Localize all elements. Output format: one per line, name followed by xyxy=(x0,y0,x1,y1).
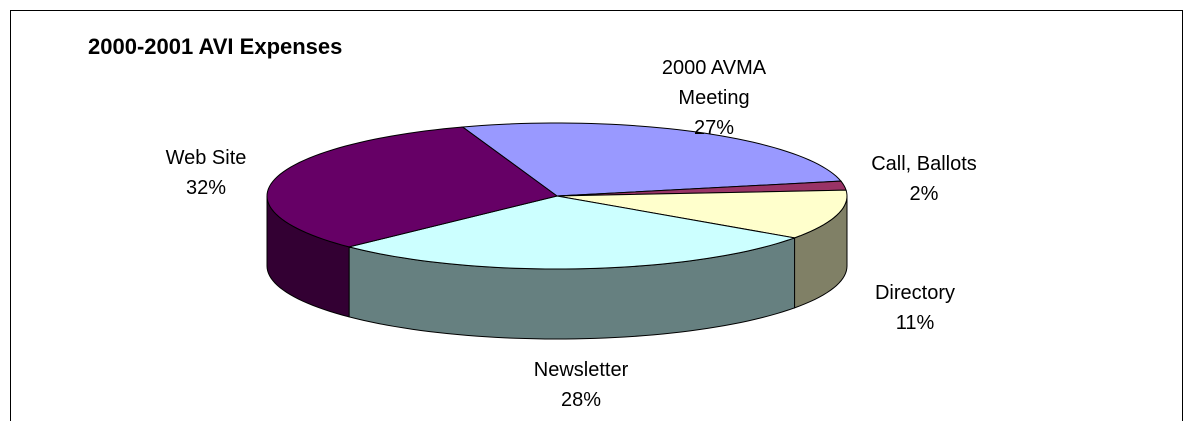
data-label: Call, Ballots 2% xyxy=(871,149,977,209)
value-label: 32% xyxy=(185,177,227,199)
slice xyxy=(266,126,559,248)
value-label: 11% xyxy=(895,312,935,334)
data-label: Newsletter 28% xyxy=(534,355,628,415)
slice xyxy=(348,195,797,270)
value-label: 27% xyxy=(693,117,735,139)
data-label: 2000 AVMA Meeting 27% xyxy=(649,53,779,143)
value-label: 28% xyxy=(560,389,602,411)
category-label: Web Site xyxy=(165,147,247,169)
category-label: 2000 AVMA Meeting xyxy=(661,57,767,109)
frame xyxy=(10,10,1183,421)
category-label: Newsletter xyxy=(533,359,629,381)
chart-title: 2000-2001 AVI Expenses xyxy=(88,34,343,59)
data-label: Web Site 32% xyxy=(166,143,247,203)
slice xyxy=(556,189,848,239)
slice xyxy=(461,122,842,197)
category-label: Directory xyxy=(874,282,956,304)
category-label: Call, Ballots xyxy=(871,153,977,175)
data-label: Directory 11% xyxy=(875,278,955,338)
value-label: 2% xyxy=(909,183,939,205)
